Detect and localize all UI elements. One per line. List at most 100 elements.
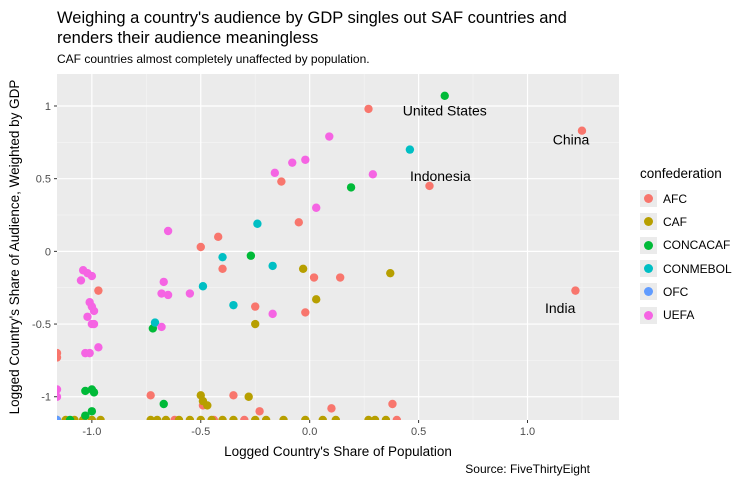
minor-grid xyxy=(57,74,619,420)
annotation-label: United States xyxy=(403,102,487,118)
x-tick-label: -0.5 xyxy=(191,426,210,438)
point-caf xyxy=(196,415,205,420)
legend-swatch xyxy=(644,217,653,227)
point-caf xyxy=(203,401,212,410)
point-caf xyxy=(370,415,380,420)
point-uefa xyxy=(157,289,166,298)
point-caf xyxy=(298,264,308,274)
point-conmebol xyxy=(229,300,238,310)
legend-key xyxy=(640,260,657,278)
legend-item-afc: AFC xyxy=(640,187,732,210)
point-afc xyxy=(425,181,434,191)
point-uefa xyxy=(312,203,321,212)
chart-subtitle: CAF countries almost completely unaffect… xyxy=(57,52,370,66)
point-conmebol xyxy=(268,261,277,271)
point-caf xyxy=(301,415,310,420)
point-caf xyxy=(261,415,271,420)
x-tick-label: 1.0 xyxy=(520,426,535,438)
y-tick-label: -1 xyxy=(41,392,51,404)
y-tick-label: 0 xyxy=(45,246,51,258)
legend-swatch xyxy=(644,287,653,297)
point-uefa xyxy=(301,155,310,164)
source-note: Source: FiveThirtyEight xyxy=(465,462,590,476)
point-uefa xyxy=(94,343,103,352)
data-points xyxy=(57,91,587,420)
point-concacaf xyxy=(246,251,256,260)
major-grid xyxy=(57,74,619,420)
point-caf xyxy=(251,319,260,329)
y-tick-label: 1 xyxy=(45,101,51,113)
point-uefa xyxy=(87,271,97,281)
point-afc xyxy=(364,104,373,114)
x-tick-label: -1.0 xyxy=(82,426,101,438)
point-afc xyxy=(388,399,397,409)
legend-label: UEFA xyxy=(663,308,695,323)
point-afc xyxy=(301,308,310,317)
legend-label: AFC xyxy=(663,191,687,206)
y-tick-label: 0.5 xyxy=(36,174,51,186)
point-uefa xyxy=(157,322,166,332)
point-caf xyxy=(146,415,155,420)
x-tick-label: 0.0 xyxy=(302,426,317,438)
x-axis-label: Logged Country's Share of Population xyxy=(224,444,452,459)
legend-key xyxy=(640,190,657,208)
legend-key xyxy=(640,236,657,254)
point-afc xyxy=(327,404,336,413)
point-conmebol xyxy=(253,219,262,228)
point-uefa xyxy=(85,348,94,358)
point-uefa xyxy=(368,170,378,179)
point-afc xyxy=(229,391,238,400)
point-uefa xyxy=(270,168,280,178)
legend-item-conmebol: CONMEBOL xyxy=(640,257,732,280)
point-caf xyxy=(331,415,341,420)
point-conmebol xyxy=(405,145,415,154)
y-axis-label: Logged Country's Share of Audience, Weig… xyxy=(7,80,22,415)
point-uefa xyxy=(83,312,92,321)
point-uefa xyxy=(76,276,86,285)
annotation-label: China xyxy=(553,131,590,147)
point-caf xyxy=(153,415,162,420)
point-afc xyxy=(240,415,249,420)
legend-item-caf: CAF xyxy=(640,210,732,233)
x-axis: -1.0 -0.5 0.0 0.5 1.0 xyxy=(82,420,535,438)
legend-swatch xyxy=(644,240,653,250)
point-caf xyxy=(207,415,216,420)
legend: confederation AFC CAF CONCACAF CONMEBOL OFC U… xyxy=(640,166,732,327)
legend-swatch xyxy=(644,264,653,274)
point-caf xyxy=(312,295,321,304)
point-caf xyxy=(251,415,260,420)
point-caf xyxy=(381,415,391,420)
legend-label: OFC xyxy=(663,284,689,299)
point-uefa xyxy=(325,132,334,141)
point-afc xyxy=(335,273,345,282)
point-uefa xyxy=(288,158,297,167)
point-concacaf xyxy=(81,386,90,396)
point-afc xyxy=(57,353,62,362)
point-uefa xyxy=(57,392,62,401)
point-caf xyxy=(174,415,184,420)
point-caf xyxy=(229,415,238,420)
legend-key xyxy=(640,306,657,324)
legend-item-ofc: OFC xyxy=(640,280,732,303)
point-uefa xyxy=(185,289,195,298)
chart-title: Weighing a country's audience by GDP sin… xyxy=(57,9,567,47)
x-tick-label: 0.5 xyxy=(411,426,426,438)
point-uefa xyxy=(163,290,173,300)
legend-key xyxy=(640,283,657,301)
point-afc xyxy=(392,415,402,420)
legend-label: CAF xyxy=(663,214,687,229)
point-conmebol xyxy=(198,282,208,291)
annotation-label: Indonesia xyxy=(410,168,471,184)
legend-items: AFC CAF CONCACAF CONMEBOL OFC UEFA xyxy=(640,187,732,327)
point-caf xyxy=(364,415,373,420)
legend-swatch xyxy=(644,194,653,204)
point-afc xyxy=(218,264,227,274)
point-afc xyxy=(94,286,103,295)
point-concacaf xyxy=(81,411,90,420)
point-uefa xyxy=(163,226,173,236)
point-conmebol xyxy=(218,252,227,262)
point-caf xyxy=(218,415,227,420)
legend-label: CONMEBOL xyxy=(663,261,732,276)
legend-key xyxy=(640,213,657,231)
